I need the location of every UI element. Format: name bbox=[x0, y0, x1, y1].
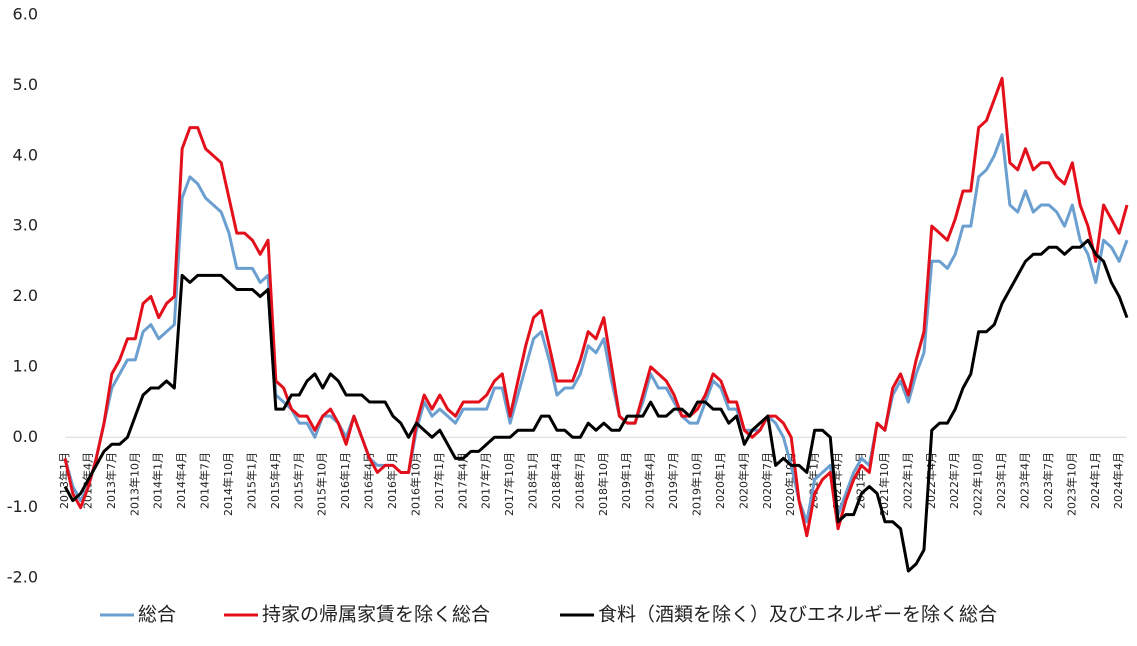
x-tick-label: 2022年10月 bbox=[971, 452, 985, 516]
x-tick-label: 2015年7月 bbox=[291, 452, 305, 509]
y-tick-label: 6.0 bbox=[13, 5, 38, 24]
x-tick-label: 2016年4月 bbox=[362, 452, 376, 509]
x-tick-label: 2019年1月 bbox=[619, 452, 633, 509]
x-tick-label: 2020年4月 bbox=[736, 452, 750, 509]
x-tick-label: 2016年7月 bbox=[385, 452, 399, 509]
y-tick-label: 5.0 bbox=[13, 75, 38, 94]
legend-label: 食料（酒類を除く）及びエネルギーを除く総合 bbox=[598, 604, 997, 626]
y-tick-label: 0.0 bbox=[13, 427, 38, 446]
legend-label: 総合 bbox=[138, 604, 176, 626]
x-tick-label: 2017年4月 bbox=[455, 452, 469, 509]
x-tick-label: 2018年7月 bbox=[572, 452, 586, 509]
x-tick-label: 2023年7月 bbox=[1041, 452, 1055, 509]
x-tick-label: 2023年10月 bbox=[1064, 452, 1078, 516]
x-tick-label: 2019年10月 bbox=[690, 452, 704, 516]
y-tick-label: 2.0 bbox=[13, 286, 38, 305]
x-tick-label: 2024年4月 bbox=[1111, 452, 1125, 509]
x-tick-label: 2019年7月 bbox=[666, 452, 680, 509]
x-tick-label: 2015年10月 bbox=[315, 452, 329, 516]
x-tick-label: 2014年1月 bbox=[151, 452, 165, 509]
x-tick-label: 2018年1月 bbox=[526, 452, 540, 509]
x-tick-label: 2022年1月 bbox=[900, 452, 914, 509]
x-tick-label: 2017年10月 bbox=[502, 452, 516, 516]
x-tick-label: 2014年4月 bbox=[174, 452, 188, 509]
y-tick-label: 1.0 bbox=[13, 356, 38, 375]
legend-label: 持家の帰属家賃を除く総合 bbox=[262, 604, 490, 626]
x-tick-label: 2020年1月 bbox=[713, 452, 727, 509]
x-tick-label: 2019年4月 bbox=[643, 452, 657, 509]
x-tick-label: 2018年4月 bbox=[549, 452, 563, 509]
x-tick-label: 2016年1月 bbox=[338, 452, 352, 509]
x-tick-label: 2013年7月 bbox=[104, 452, 118, 509]
x-tick-label: 2015年4月 bbox=[268, 452, 282, 509]
x-tick-label: 2021年10月 bbox=[877, 452, 891, 516]
x-tick-label: 2022年7月 bbox=[947, 452, 961, 509]
x-tick-label: 2016年10月 bbox=[408, 452, 422, 516]
y-tick-label: 3.0 bbox=[13, 216, 38, 235]
series-line bbox=[63, 238, 1129, 573]
x-tick-label: 2014年7月 bbox=[198, 452, 212, 509]
x-tick-label: 2015年1月 bbox=[244, 452, 258, 509]
x-tick-label: 2020年7月 bbox=[760, 452, 774, 509]
series-line bbox=[63, 76, 1129, 538]
x-tick-label: 2013年10月 bbox=[127, 452, 141, 516]
x-tick-label: 2014年10月 bbox=[221, 452, 235, 516]
y-tick-label: -1.0 bbox=[7, 497, 38, 516]
x-tick-label: 2023年1月 bbox=[994, 452, 1008, 509]
x-tick-label: 2017年7月 bbox=[479, 452, 493, 509]
x-tick-label: 2024年1月 bbox=[1088, 452, 1102, 509]
x-tick-label: 2023年4月 bbox=[1017, 452, 1031, 509]
x-tick-label: 2017年1月 bbox=[432, 452, 446, 509]
y-tick-label: 4.0 bbox=[13, 145, 38, 164]
series-line bbox=[63, 133, 1129, 524]
y-tick-label: -2.0 bbox=[7, 568, 38, 587]
x-tick-label: 2018年10月 bbox=[596, 452, 610, 516]
